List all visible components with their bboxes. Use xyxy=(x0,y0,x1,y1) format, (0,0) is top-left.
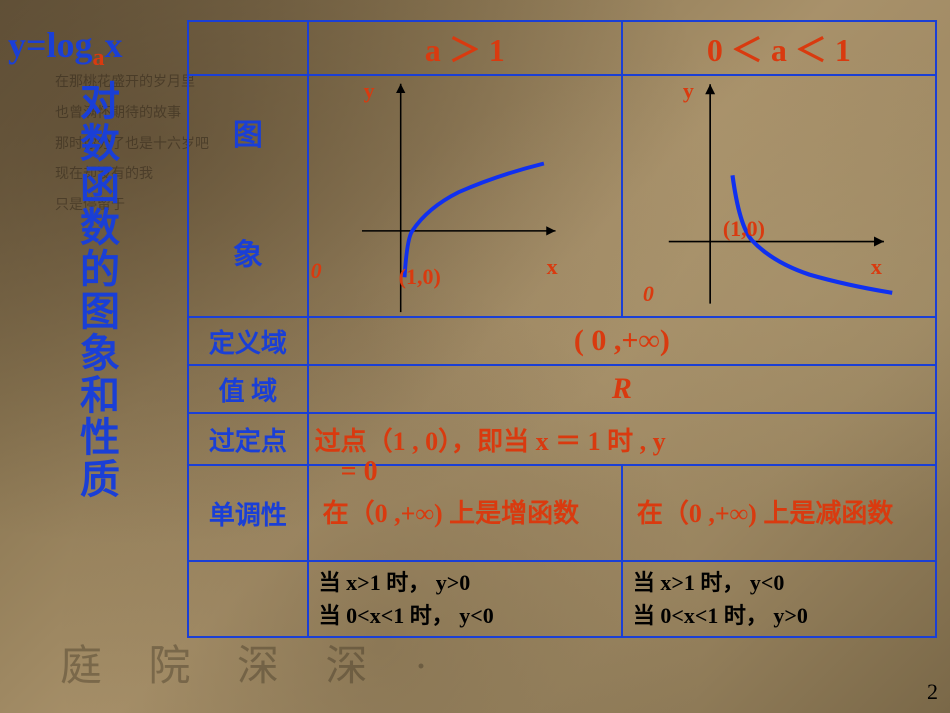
monotonic-label: 单调性 xyxy=(188,465,308,561)
label-tu: 图 xyxy=(189,76,307,196)
graph-increasing-cell: y x 0 (1,0) xyxy=(308,75,622,317)
y-axis-label: y xyxy=(364,78,375,104)
title-prefix: y=log xyxy=(8,25,93,65)
y-axis-label: y xyxy=(683,78,694,104)
y-axis-arrow xyxy=(705,84,715,94)
monotonic-row: 单调性 在（0 ,+∞) 上是增函数 在（0 ,+∞) 上是减函数 xyxy=(188,465,936,561)
graph-row-label: 图 象 xyxy=(188,75,308,317)
range-value: R xyxy=(308,365,936,413)
domain-value: ( 0 ,+∞) xyxy=(308,317,936,365)
origin-label: 0 xyxy=(311,258,322,284)
domain-label: 定义域 xyxy=(188,317,308,365)
fixed-point-label: 过定点 xyxy=(188,413,308,465)
background-calligraphy: 庭 院 深 深 · xyxy=(60,632,446,693)
graph-decreasing-cell: y x 0 (1,0) xyxy=(622,75,936,317)
point-label: (1,0) xyxy=(723,216,765,242)
fixed-point-row: 过定点 过点（1 , 0），即当 x ＝ 1 时 , y = 0 xyxy=(188,413,936,465)
point-label: (1,0) xyxy=(399,264,441,290)
header-a-gt-1: a ＞ 1 xyxy=(308,21,622,75)
range-label: 值 域 xyxy=(188,365,308,413)
origin-label: 0 xyxy=(643,281,654,307)
title-suffix: x xyxy=(105,25,123,65)
sign-left-l2: 当 0<x<1 时， y<0 xyxy=(319,599,611,632)
fixed-point-text: 过点（1 , 0），即当 x ＝ 1 时 , y xyxy=(315,427,666,456)
graph-decreasing xyxy=(623,76,938,316)
x-axis-arrow xyxy=(874,237,884,247)
y-axis-arrow xyxy=(396,84,405,93)
fixed-point-value: 过点（1 , 0），即当 x ＝ 1 时 , y = 0 xyxy=(308,413,936,465)
monotonic-decreasing: 在（0 ,+∞) 上是减函数 xyxy=(622,465,936,561)
x-axis-label: x xyxy=(547,254,558,280)
page-number: 2 xyxy=(927,679,938,705)
x-axis-arrow xyxy=(546,226,555,235)
log-curve xyxy=(404,163,543,277)
sign-right: 当 x>1 时， y<0 当 0<x<1 时， y>0 xyxy=(622,561,936,637)
graph-row: 图 象 y x 0 (1,0) y x xyxy=(188,75,936,317)
domain-row: 定义域 ( 0 ,+∞) xyxy=(188,317,936,365)
fixed-point-zero: = 0 xyxy=(341,456,378,488)
properties-table: a ＞ 1 0 ＜ a ＜ 1 图 象 y x 0 (1,0) xyxy=(187,20,937,638)
header-row: a ＞ 1 0 ＜ a ＜ 1 xyxy=(188,21,936,75)
sign-label-empty xyxy=(188,561,308,637)
vertical-section-title: 对数函数的图象和性质 xyxy=(28,80,118,600)
sign-left-l1: 当 x>1 时， y>0 xyxy=(319,566,611,599)
label-xiang: 象 xyxy=(189,196,307,316)
graph-increasing xyxy=(309,76,624,316)
header-a-lt-1: 0 ＜ a ＜ 1 xyxy=(622,21,936,75)
sign-right-l1: 当 x>1 时， y<0 xyxy=(633,566,925,599)
sign-row: 当 x>1 时， y>0 当 0<x<1 时， y<0 当 x>1 时， y<0… xyxy=(188,561,936,637)
header-empty xyxy=(188,21,308,75)
x-axis-label: x xyxy=(871,254,882,280)
title-subscript: a xyxy=(93,45,105,71)
range-row: 值 域 R xyxy=(188,365,936,413)
sign-right-l2: 当 0<x<1 时， y>0 xyxy=(633,599,925,632)
sign-left: 当 x>1 时， y>0 当 0<x<1 时， y<0 xyxy=(308,561,622,637)
function-title: y=logax xyxy=(8,24,123,72)
